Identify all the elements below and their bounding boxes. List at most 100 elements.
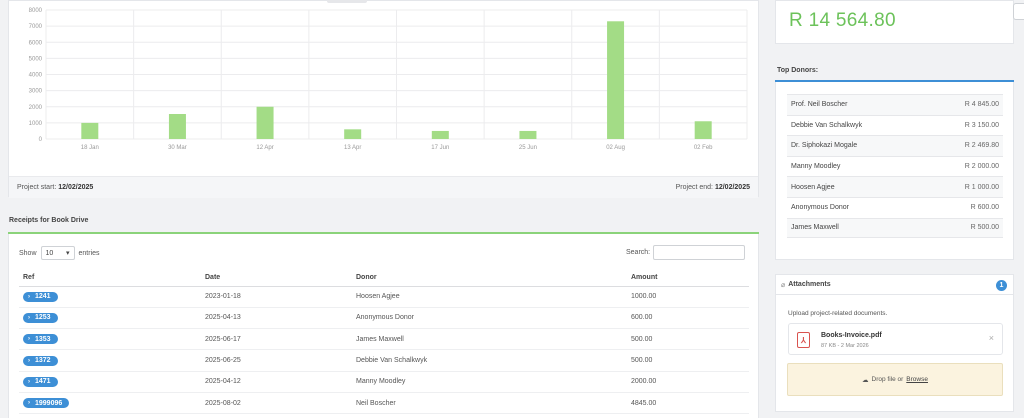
- chevron-right-icon: ›: [28, 336, 30, 343]
- chart-bar: [81, 122, 99, 139]
- donor-name: Dr. Siphokazi Mogale: [791, 142, 858, 150]
- table-header-row: Ref Date Donor Amount: [19, 269, 749, 287]
- x-tick-label: 18 Jan: [81, 145, 99, 151]
- donor-row: Prof. Neil Boscher R 4 845.00: [787, 94, 1003, 115]
- top-donors-list: Prof. Neil Boscher R 4 845.00 Debbie Van …: [787, 94, 1003, 239]
- project-end: Project end: 12/02/2025: [676, 184, 750, 191]
- project-end-label: Project end:: [675, 184, 713, 191]
- entries-label: entries: [78, 249, 100, 257]
- donor-cell: Hoosen Agjee: [352, 286, 627, 308]
- donor-row: Anonymous Donor R 600.00: [787, 196, 1003, 218]
- date-cell: 2025-04-12: [201, 371, 352, 393]
- project-start-date: 12/02/2025: [58, 184, 94, 191]
- chart-bar: [519, 130, 537, 139]
- y-tick-label: 6000: [29, 40, 43, 46]
- donor-amount: R 600.00: [970, 204, 999, 212]
- amount-cell: 1000.00: [627, 286, 749, 308]
- donor-row: Debbie Van Schalkwyk R 3 150.00: [787, 114, 1003, 136]
- chart-bar: [168, 114, 186, 139]
- chevron-down-icon: ▾: [66, 250, 70, 257]
- y-tick-label: 1000: [29, 121, 43, 127]
- dropzone-text: Drop file or: [871, 376, 904, 383]
- amount-cell: 500.00: [627, 349, 749, 372]
- donor-name: Hoosen Agjee: [791, 183, 835, 191]
- project-start: Project start: 12/02/2025: [17, 184, 93, 191]
- column-header-amount[interactable]: Amount: [627, 269, 749, 287]
- donor-name: Manny Moodley: [791, 163, 841, 171]
- receipts-panel: Show 10 ▾ entries Search: Ref Date Donor…: [8, 234, 759, 418]
- browse-link[interactable]: Browse: [906, 376, 928, 383]
- column-header-ref[interactable]: Ref: [19, 269, 201, 287]
- amount-cell: 500.00: [627, 328, 749, 351]
- ref-value: 1253: [35, 314, 51, 322]
- attachment-file-name[interactable]: Books-Invoice.pdf: [821, 332, 882, 339]
- ref-value: 1353: [35, 335, 51, 343]
- chevron-right-icon: ›: [28, 400, 30, 407]
- chevron-right-icon: ›: [28, 378, 30, 385]
- ref-value: 1241: [35, 293, 51, 301]
- donor-cell: Debbie Van Schalkwyk: [352, 349, 627, 372]
- ref-badge[interactable]: › 1253: [23, 312, 58, 323]
- chevron-right-icon: ›: [28, 293, 30, 300]
- ref-badge[interactable]: › 1353: [23, 334, 58, 345]
- donor-name: James Maxwell: [791, 224, 839, 232]
- chart-bar: [256, 106, 274, 139]
- chevron-right-icon: ›: [28, 357, 30, 364]
- attachment-file-card[interactable]: ⅄ Books-Invoice.pdf 87 KB - 2 Mar 2026 ×: [788, 323, 1003, 355]
- search-input[interactable]: [653, 245, 746, 260]
- ref-badge[interactable]: › 1241: [23, 291, 58, 302]
- panel-tab-stub: [327, 0, 367, 3]
- attachments-count-badge: 1: [996, 280, 1007, 291]
- chart-bar: [694, 121, 712, 139]
- donor-amount: R 1 000.00: [964, 183, 999, 191]
- attachment-file-meta: 87 KB - 2 Mar 2026: [821, 343, 869, 349]
- ref-cell: › 1471: [19, 371, 201, 393]
- table-row: › 1372 2025-06-25 Debbie Van Schalkwyk 50…: [19, 349, 749, 372]
- ref-cell: › 1372: [19, 349, 201, 372]
- date-cell: 2025-06-25: [201, 349, 352, 372]
- x-tick-label: 13 Apr: [344, 145, 361, 151]
- ref-cell: › 1353: [19, 328, 201, 351]
- donor-row: Manny Moodley R 2 000.00: [787, 155, 1003, 177]
- y-tick-label: 8000: [29, 8, 43, 14]
- donor-amount: R 4 845.00: [964, 101, 999, 109]
- donor-row: Dr. Siphokazi Mogale R 2 469.80: [787, 135, 1003, 156]
- x-tick-label: 02 Feb: [694, 145, 713, 151]
- sidebar-toggle-button[interactable]: [1013, 3, 1024, 20]
- project-start-label: Project start:: [17, 184, 57, 191]
- file-dropzone[interactable]: ☁ Drop file or Browse: [787, 363, 1003, 396]
- amount-cell: 4845.00: [627, 392, 749, 415]
- entries-select-value: 10: [45, 249, 54, 257]
- y-tick-label: 4000: [29, 73, 43, 79]
- ref-cell: › 1241: [19, 286, 201, 308]
- total-raised-panel: R 14 564.80: [775, 0, 1014, 44]
- column-header-donor[interactable]: Donor: [352, 269, 627, 287]
- y-tick-label: 5000: [29, 56, 43, 62]
- x-tick-label: 30 Mar: [168, 145, 187, 151]
- attachments-description: Upload project-related documents.: [788, 310, 888, 317]
- close-icon[interactable]: ×: [988, 333, 994, 343]
- chart-bar: [344, 129, 362, 139]
- column-header-date[interactable]: Date: [201, 269, 352, 287]
- donor-name: Prof. Neil Boscher: [791, 101, 848, 109]
- donor-name: Debbie Van Schalkwyk: [791, 121, 863, 129]
- top-donors-panel: Prof. Neil Boscher R 4 845.00 Debbie Van …: [775, 82, 1014, 260]
- top-donors-title: Top Donors:: [777, 67, 819, 74]
- entries-length-control: Show 10 ▾ entries: [19, 246, 100, 260]
- donor-amount: R 2 000.00: [964, 163, 999, 171]
- ref-badge[interactable]: › 1999096: [23, 398, 70, 409]
- receipts-title-underline: [8, 232, 759, 234]
- ref-badge[interactable]: › 1471: [23, 376, 58, 387]
- attachments-header: ⌀ Attachments 1: [776, 275, 1013, 295]
- donor-cell: Manny Moodley: [352, 371, 627, 393]
- top-donors-underline: [775, 80, 1014, 82]
- table-row: › 1999096 2025-08-02 Neil Boscher 4845.00: [19, 392, 749, 415]
- table-search: Search:: [626, 245, 746, 260]
- ref-badge[interactable]: › 1372: [23, 355, 58, 366]
- project-end-date: 12/02/2025: [714, 184, 750, 191]
- x-tick-label: 25 Jun: [519, 145, 537, 151]
- donor-amount: R 500.00: [970, 224, 999, 232]
- entries-select[interactable]: 10 ▾: [40, 246, 75, 260]
- ref-cell: › 1999096: [19, 392, 201, 415]
- amount-cell: 600.00: [627, 307, 749, 330]
